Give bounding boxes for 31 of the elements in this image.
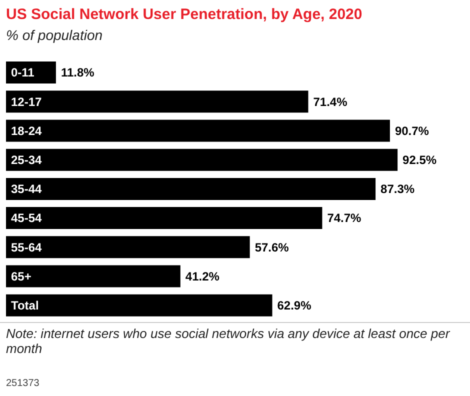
data-label: 57.6% bbox=[254, 240, 290, 254]
y-tick-label: 45-54 bbox=[11, 211, 42, 226]
data-label: 41.2% bbox=[185, 269, 220, 284]
bar bbox=[6, 120, 390, 142]
bar bbox=[6, 90, 308, 113]
y-tick-label: 25-34 bbox=[11, 153, 42, 168]
data-label: 62.9% bbox=[277, 298, 312, 313]
text: 251373 bbox=[6, 378, 40, 389]
bar bbox=[6, 265, 180, 288]
y-tick-label: 18-24 bbox=[11, 124, 42, 138]
data-label: 11.8% bbox=[60, 66, 95, 80]
y-tick-label: 0-11 bbox=[11, 66, 35, 80]
bar bbox=[6, 148, 398, 171]
data-label: 90.7% bbox=[394, 124, 430, 138]
data-label: 74.7% bbox=[327, 211, 362, 226]
y-tick-label: 65+ bbox=[11, 269, 32, 284]
data-label: 87.3% bbox=[380, 182, 415, 196]
chart-subtitle: % of population bbox=[6, 27, 103, 43]
data-label: 92.5% bbox=[402, 153, 437, 168]
bar bbox=[6, 61, 56, 84]
bar bbox=[6, 236, 250, 258]
bar bbox=[6, 294, 272, 316]
y-tick-label: 35-44 bbox=[11, 182, 42, 196]
y-tick-label: 55-64 bbox=[11, 240, 42, 254]
bar bbox=[6, 178, 376, 200]
y-tick-label: Total bbox=[11, 298, 39, 313]
chart-title: US Social Network User Penetration, by Age, 2020 bbox=[6, 6, 362, 23]
y-tick-label: 12-17 bbox=[11, 94, 42, 109]
data-label: 71.4% bbox=[313, 94, 348, 109]
text: Note: internet users who use social networks via any device at least once per month bbox=[6, 326, 451, 356]
bar bbox=[6, 207, 322, 230]
